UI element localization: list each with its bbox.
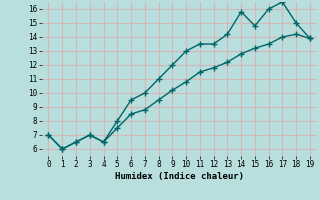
X-axis label: Humidex (Indice chaleur): Humidex (Indice chaleur)	[115, 172, 244, 181]
